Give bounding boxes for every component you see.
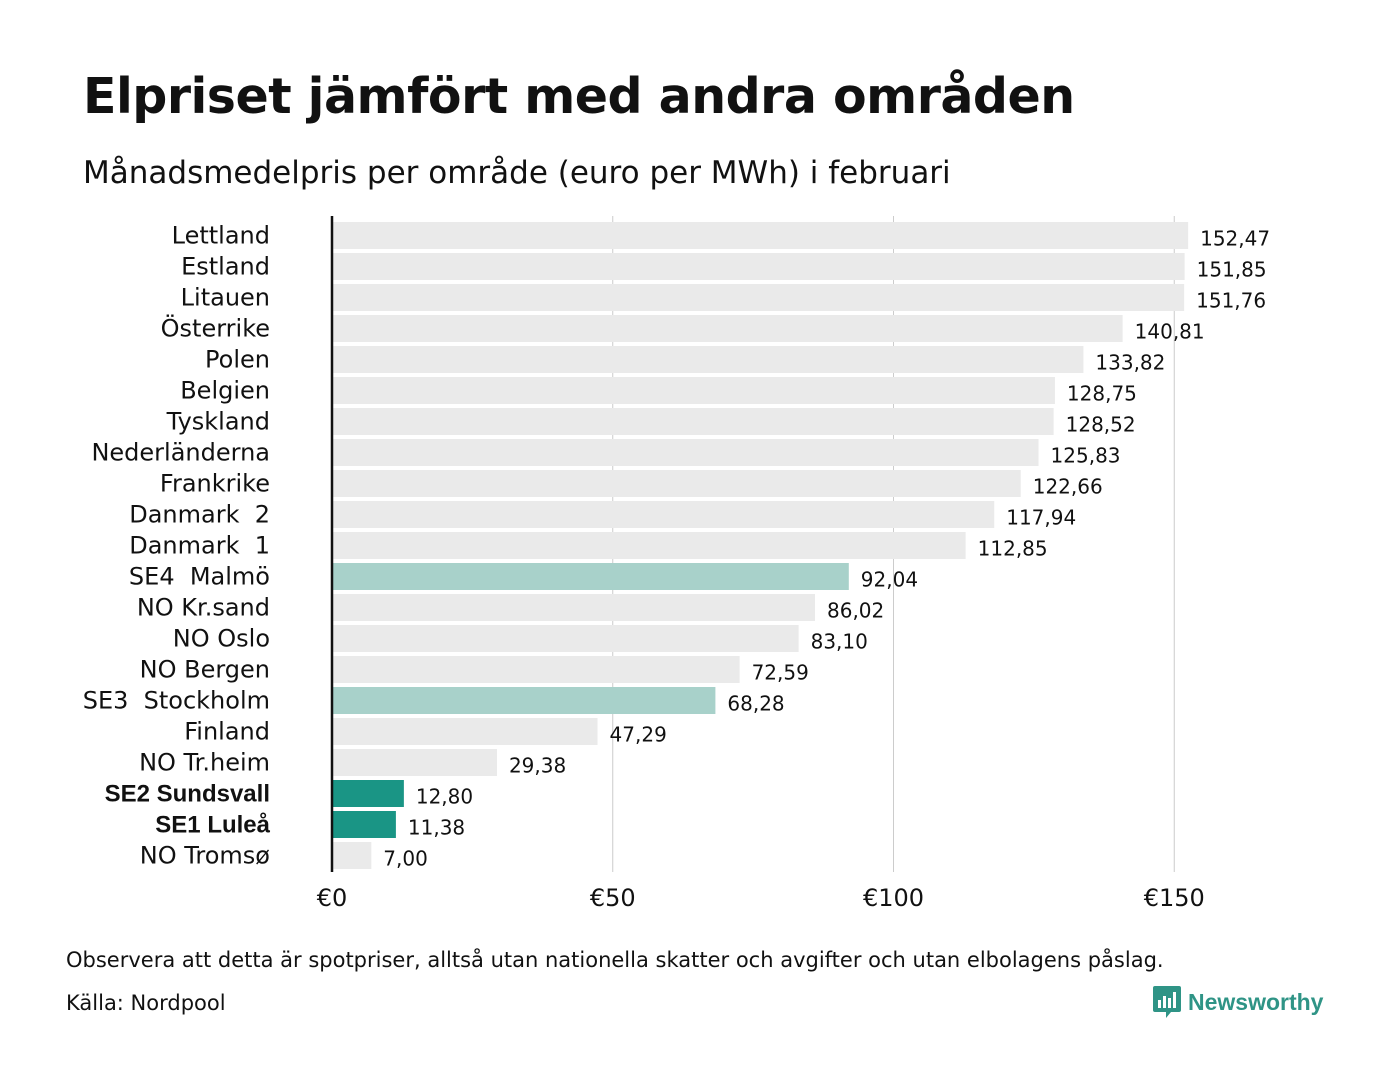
bar xyxy=(332,315,1123,342)
bar-chart: Lettland 152,47 Estland 151,85 Litauen 151,76… xyxy=(83,216,1270,912)
bar xyxy=(332,594,816,621)
category-label: SE2 Sundsvall xyxy=(105,781,270,808)
category-label: NO Kr.sand xyxy=(137,594,270,622)
chart-title: Elpriset jämfört med andra områden xyxy=(83,68,1075,125)
bar xyxy=(332,780,404,807)
bar xyxy=(332,625,799,652)
bar xyxy=(332,687,716,714)
chart-subtitle: Månadsmedelpris per område (euro per MWh… xyxy=(83,155,951,191)
x-tick-label: €0 xyxy=(317,884,348,912)
category-label: NO Oslo xyxy=(173,625,270,653)
value-label: 117,94 xyxy=(1006,506,1076,530)
category-label: Litauen xyxy=(181,284,270,312)
category-label: Tyskland xyxy=(166,408,270,436)
category-label: Finland xyxy=(184,718,270,746)
value-label: 72,59 xyxy=(752,661,809,685)
bar xyxy=(332,284,1185,311)
footnote: Observera att detta är spotpriser, allts… xyxy=(66,948,1164,972)
bar xyxy=(332,470,1021,497)
value-label: 128,75 xyxy=(1067,382,1137,406)
category-label: NO Tromsø xyxy=(140,842,270,870)
value-label: 47,29 xyxy=(610,723,667,747)
bar xyxy=(332,749,497,776)
x-tick-label: €100 xyxy=(863,884,924,912)
category-label: Danmark 1 xyxy=(129,532,270,560)
value-label: 125,83 xyxy=(1051,444,1121,468)
bar xyxy=(332,718,598,745)
category-label: SE1 Luleå xyxy=(155,812,270,839)
bar xyxy=(332,253,1185,280)
category-label: SE3 Stockholm xyxy=(83,687,270,715)
value-label: 128,52 xyxy=(1066,413,1136,437)
value-label: 152,47 xyxy=(1200,227,1270,251)
bar xyxy=(332,842,372,869)
source-note: Källa: Nordpool xyxy=(66,991,226,1015)
value-label: 11,38 xyxy=(408,816,465,840)
x-tick-label: €150 xyxy=(1144,884,1205,912)
value-label: 7,00 xyxy=(383,847,428,871)
category-label: NO Bergen xyxy=(140,656,270,684)
value-label: 68,28 xyxy=(727,692,784,716)
category-label: Belgien xyxy=(180,377,270,405)
value-label: 83,10 xyxy=(811,630,868,654)
bar xyxy=(332,346,1084,373)
bar xyxy=(332,408,1054,435)
value-label: 12,80 xyxy=(416,785,473,809)
brand-name: Newsworthy xyxy=(1188,988,1324,1015)
category-label: Estland xyxy=(181,253,270,281)
bar xyxy=(332,501,995,528)
value-label: 151,85 xyxy=(1197,258,1267,282)
newsworthy-logo-icon xyxy=(1153,986,1181,1018)
value-label: 86,02 xyxy=(827,599,884,623)
newsworthy-brand: Newsworthy xyxy=(1152,984,1323,1020)
value-label: 29,38 xyxy=(509,754,566,778)
bar xyxy=(332,811,396,838)
bar xyxy=(332,532,966,559)
category-label: Polen xyxy=(205,346,270,374)
bar xyxy=(332,222,1189,249)
bar xyxy=(332,563,849,590)
category-label: Lettland xyxy=(172,222,270,250)
category-label: Danmark 2 xyxy=(129,501,270,529)
value-label: 112,85 xyxy=(978,537,1048,561)
category-label: Österrike xyxy=(161,314,270,343)
value-label: 122,66 xyxy=(1033,475,1103,499)
value-label: 133,82 xyxy=(1095,351,1165,375)
value-label: 92,04 xyxy=(861,568,918,592)
category-label: NO Tr.heim xyxy=(139,749,270,777)
category-label: SE4 Malmö xyxy=(129,563,270,591)
x-tick-label: €50 xyxy=(590,884,636,912)
bar xyxy=(332,439,1039,466)
category-label: Nederländerna xyxy=(91,439,270,467)
value-label: 140,81 xyxy=(1135,320,1205,344)
bar xyxy=(332,377,1055,404)
bar xyxy=(332,656,740,683)
value-label: 151,76 xyxy=(1196,289,1266,313)
category-label: Frankrike xyxy=(160,470,270,498)
